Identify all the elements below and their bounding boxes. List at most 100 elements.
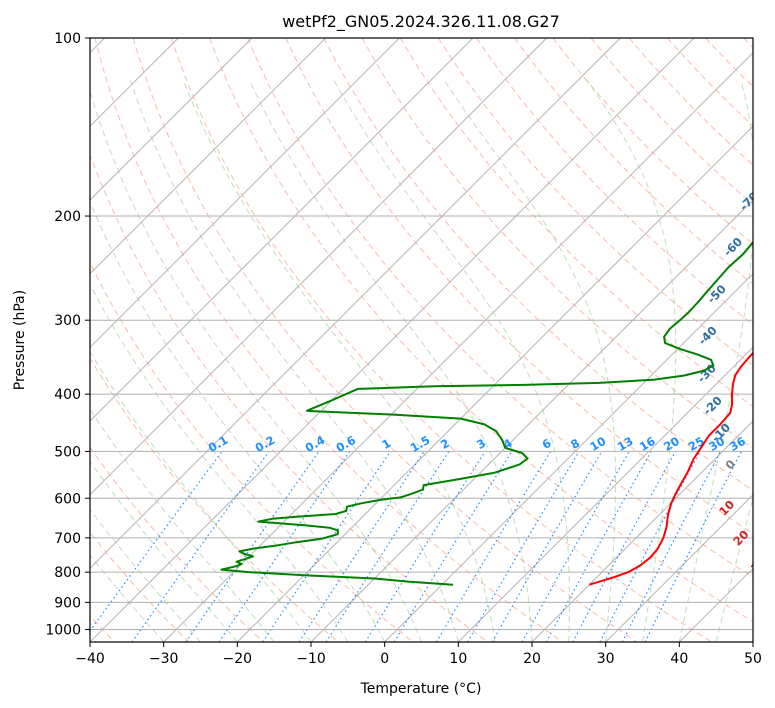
- moist-adiabat-line: [90, 508, 201, 642]
- moist-adiabat-line: [90, 201, 386, 642]
- mixing-ratio-label: 1: [379, 436, 393, 452]
- y-tick-label: 200: [54, 209, 81, 225]
- isotherm-line: [605, 493, 753, 642]
- isotherm-line: [531, 420, 753, 642]
- isotherm-line: [90, 38, 253, 201]
- isotherm-line: [384, 272, 753, 642]
- dry-adiabat-line: [323, 38, 753, 492]
- y-tick-label: 500: [54, 444, 81, 460]
- moist-adiabat-line: [183, 80, 496, 642]
- x-tick-label: 10: [449, 651, 467, 667]
- y-tick-label: 800: [54, 565, 81, 581]
- mixing-ratio-line: [545, 451, 652, 642]
- moist-adiabat-line: [715, 496, 753, 642]
- dry-adiabat-line: [90, 261, 414, 642]
- y-tick-label: 1000: [45, 622, 81, 638]
- mixing-ratio-line: [131, 451, 270, 642]
- sounding-series-3: [306, 240, 753, 412]
- mixing-ratio-line: [298, 451, 425, 642]
- dry-adiabat-line: [743, 38, 753, 49]
- mixing-ratio-label: 10: [587, 434, 608, 454]
- dry-adiabat-label: -40: [695, 323, 720, 348]
- isotherm-line: [90, 38, 695, 642]
- moist-adiabat-line: [333, 80, 570, 642]
- moist-adiabat-label: 10: [716, 497, 737, 518]
- moist-adiabat-line: [90, 89, 422, 642]
- mixing-ratio-label: 2: [438, 436, 452, 452]
- mixing-ratio-label: 20: [661, 434, 682, 454]
- y-tick-label: 300: [54, 313, 81, 329]
- y-axis-label: Pressure (hPa): [12, 290, 28, 390]
- y-tick-label: 100: [54, 31, 81, 47]
- x-tick-label: 50: [744, 651, 762, 667]
- moist-adiabat-label: 40: [765, 581, 775, 602]
- moist-adiabat-label: 30: [748, 554, 769, 575]
- dry-adiabat-line: [437, 38, 753, 366]
- y-axis: 100 200 300 400 500 600 700 800 900 1000: [45, 31, 90, 638]
- x-axis: −40 −30 −20 −10 0 10 20 30 40 50: [75, 642, 762, 667]
- sounding-series-2: [220, 409, 529, 586]
- mixing-ratio-line: [185, 451, 320, 642]
- moist-adiabat-line: [249, 80, 533, 642]
- mixing-ratio-line: [521, 451, 630, 642]
- dry-adiabat-line: [132, 38, 638, 642]
- mixing-ratio-line: [435, 451, 552, 642]
- dry-adiabat-line: [285, 38, 753, 535]
- plot-frame: [89, 37, 754, 643]
- y-tick-label: 400: [54, 387, 81, 403]
- sounding-series-1: [589, 351, 753, 586]
- x-tick-label: −20: [223, 651, 253, 667]
- moist-adiabat-line: [443, 80, 616, 642]
- moist-adiabat-line: [90, 460, 238, 642]
- x-tick-label: 0: [380, 651, 389, 667]
- x-tick-label: 40: [670, 651, 688, 667]
- dry-adiabat-line: [705, 38, 753, 88]
- moist-adiabat-line: [130, 80, 459, 642]
- y-tick-label: 900: [54, 595, 81, 611]
- mixing-ratio-label: 8: [568, 436, 582, 452]
- x-tick-label: 30: [597, 651, 615, 667]
- isotherm-line: [90, 38, 400, 349]
- x-tick-label: −10: [296, 651, 326, 667]
- mixing-ratio-line: [262, 451, 391, 642]
- y-tick-label: 700: [54, 531, 81, 547]
- dry-adiabat-line: [170, 38, 712, 642]
- isotherm-line: [457, 346, 753, 642]
- isotherm-line: [678, 567, 753, 642]
- isotherm-line: [90, 38, 327, 275]
- mixing-ratio-label: 16: [637, 434, 658, 454]
- isotherm-line: [163, 51, 753, 642]
- moist-adiabat-line: [90, 554, 165, 642]
- dry-adiabat-line: [209, 38, 753, 623]
- dry-adiabat-line: [90, 357, 339, 642]
- dry-adiabat-line: [361, 38, 753, 449]
- dry-adiabat-line: [552, 38, 753, 245]
- mixing-ratio-line: [325, 451, 450, 642]
- x-tick-label: −40: [75, 651, 105, 667]
- moist-adiabat-line: [90, 283, 349, 642]
- isotherm-line: [752, 641, 753, 642]
- mixing-ratio-line: [364, 451, 486, 642]
- mixing-ratio-label: 30: [706, 434, 727, 454]
- x-tick-label: 20: [523, 651, 541, 667]
- isotherm-line: [90, 38, 474, 422]
- chart-title: wetPf2_GN05.2024.326.11.08.G27: [282, 12, 560, 32]
- x-tick-label: −30: [149, 651, 179, 667]
- mixing-ratio-line: [90, 451, 223, 632]
- dry-adiabat-line: [90, 531, 190, 642]
- moist-adiabat-line: [586, 80, 677, 642]
- dry-adiabat-label: -90: [771, 100, 775, 125]
- mixing-ratio-line: [393, 451, 513, 642]
- mixing-ratio-label: 13: [615, 434, 636, 454]
- dry-adiabat-line: [94, 38, 563, 642]
- moist-adiabat-label: 0: [723, 457, 739, 473]
- dry-adiabat-line: [590, 38, 753, 206]
- pressure-grid: [90, 38, 753, 630]
- moist-adiabat-line: [90, 350, 312, 642]
- background-lines: [90, 38, 753, 642]
- moist-adiabat-line: [90, 408, 275, 642]
- dry-adiabat-line: [90, 153, 488, 642]
- isotherm-line: [90, 38, 621, 570]
